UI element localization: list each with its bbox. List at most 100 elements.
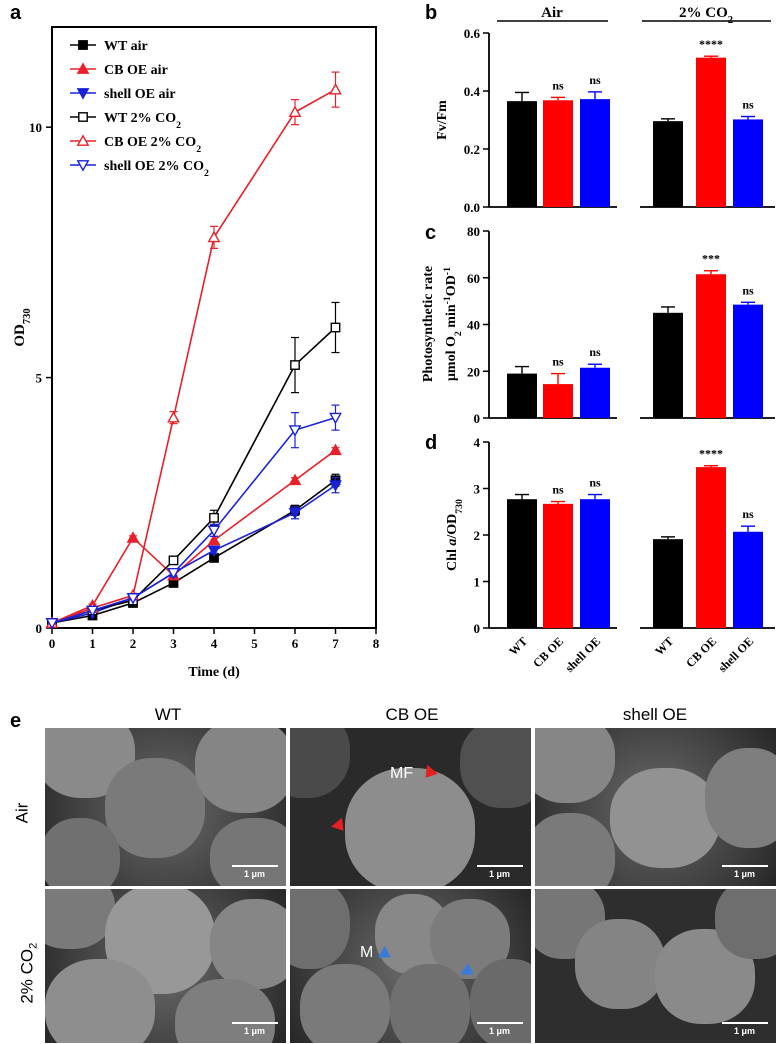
sem-column-label-shell-oe: shell OE [622, 705, 688, 724]
panel-letter-d: d [425, 432, 438, 454]
significance-label: **** [699, 447, 723, 461]
sem-image-wt-co2: 1 μm [44, 888, 287, 1044]
group-label-co2-part: 2% CO [679, 5, 728, 21]
sem-row-label-air: Air [12, 803, 32, 824]
y-axis-label-d-part: /OD [445, 514, 460, 540]
sem-row-co2-sub: 2 [27, 942, 40, 949]
legend-marker-2 [76, 88, 90, 100]
sem-annotation-m: M [360, 944, 374, 961]
significance-label: ns [552, 483, 564, 497]
bar-d-0-0 [507, 499, 537, 628]
x-category-label: WT [506, 634, 530, 658]
scale-label: 1 μm [734, 1026, 756, 1036]
y-axis-label-d-part: 730 [454, 499, 465, 514]
data-point [126, 531, 140, 543]
legend-label-4-part: 2 [196, 144, 201, 155]
legend-label-5: shell OE 2% CO2 [104, 159, 209, 179]
data-point [86, 605, 99, 618]
series-line-3 [51, 326, 337, 624]
sem-cell [290, 889, 350, 969]
legend-marker-3 [78, 112, 88, 122]
bar-c-1-2 [733, 304, 763, 418]
panel-letter-b: b [425, 2, 438, 24]
y-axis-label-a: OD730 [12, 308, 33, 346]
y-tick-label-c: 0 [474, 411, 481, 426]
group-label-co2-part: 2 [728, 15, 733, 26]
legend-label-0: WT air [104, 39, 148, 54]
y-tick-label-a: 5 [36, 371, 43, 386]
y-axis-label-c-line2: μmol O2 min-1OD-1 [442, 267, 464, 381]
bar-b-1-2 [733, 119, 763, 207]
bar-b-1-1 [696, 57, 726, 208]
panel-letter-e: e [10, 710, 22, 732]
significance-label: ns [589, 73, 601, 87]
x-tick-label-a: 2 [130, 636, 137, 651]
sem-cell [535, 728, 615, 803]
y-tick-label-d: 1 [474, 575, 481, 590]
bar-d-1-0 [653, 539, 683, 628]
sem-column-label-cb-oe: CB OE [385, 705, 439, 724]
data-point [330, 322, 341, 333]
y-tick-label-c: 20 [467, 364, 480, 379]
bar-b-0-1 [543, 100, 573, 207]
legend-label-3-part: 2 [176, 120, 181, 131]
sem-cell [460, 728, 531, 808]
data-point [45, 618, 59, 630]
sem-cell [715, 889, 776, 959]
scale-bar [722, 1022, 768, 1024]
y-tick-label-a: 10 [29, 120, 42, 135]
legend-label-4-part: CB OE 2% CO [104, 135, 196, 150]
y-tick-label-d: 4 [474, 435, 481, 450]
y-tick-label-d: 2 [474, 528, 481, 543]
legend-label-3-part: WT 2% CO [104, 111, 176, 126]
scale-label: 1 μm [244, 1026, 266, 1036]
significance-label: ns [589, 345, 601, 359]
significance-label: ns [742, 507, 754, 521]
scale-bar [722, 865, 768, 867]
series-line-1 [51, 449, 336, 624]
y-axis-label-c-line1: Photosynthetic rate [421, 266, 436, 382]
bar-c-0-0 [507, 373, 537, 418]
y-axis-label-c-line2-part: -1 [442, 267, 453, 275]
y-axis-label-b: Fv/Fm [435, 100, 450, 140]
legend-label-2: shell OE air [104, 87, 176, 102]
scale-bar [232, 865, 278, 867]
scale-label: 1 μm [244, 869, 266, 879]
significance-label: ns [552, 355, 564, 369]
x-category-label: shell OE [715, 634, 756, 675]
x-tick-label-a: 7 [332, 636, 339, 651]
y-axis-label-c-line2-part: OD [444, 275, 459, 296]
sem-cell [470, 959, 531, 1043]
data-point [329, 412, 342, 425]
y-tick-label-b: 0.4 [464, 84, 481, 99]
sem-annotation-mf: MF [390, 765, 414, 782]
y-tick-label-b: 0.2 [464, 142, 480, 157]
y-axis-label-d-part: Chl [445, 546, 460, 571]
sem-cell [535, 813, 615, 886]
sem-cell [575, 919, 665, 1009]
sem-row-air-text: Air [12, 802, 32, 824]
y-axis-label-d: Chl a/OD730 [445, 499, 465, 571]
y-axis-label-a-part: 730 [22, 308, 33, 324]
x-category-label: WT [652, 634, 676, 658]
significance-label: ns [589, 476, 601, 490]
data-point [207, 533, 221, 546]
scale-bar [477, 1022, 523, 1024]
sem-cell [45, 959, 155, 1043]
y-tick-label-c: 80 [467, 224, 480, 239]
x-category-label: shell OE [562, 634, 603, 675]
legend-label-5-part: shell OE 2% CO [104, 159, 204, 174]
sem-image-cb-oe-air: MF 1 μm [289, 727, 532, 887]
x-tick-label-a: 8 [373, 636, 380, 651]
sem-cell [345, 768, 475, 886]
x-tick-label-a: 5 [251, 636, 258, 651]
data-point [167, 568, 180, 580]
sem-row-co2-text: 2% CO [17, 948, 37, 1004]
sem-cell [705, 748, 776, 848]
scale-label: 1 μm [734, 869, 756, 879]
data-point [288, 105, 302, 118]
data-point [329, 480, 342, 492]
data-point [329, 443, 342, 456]
data-point [207, 545, 221, 558]
